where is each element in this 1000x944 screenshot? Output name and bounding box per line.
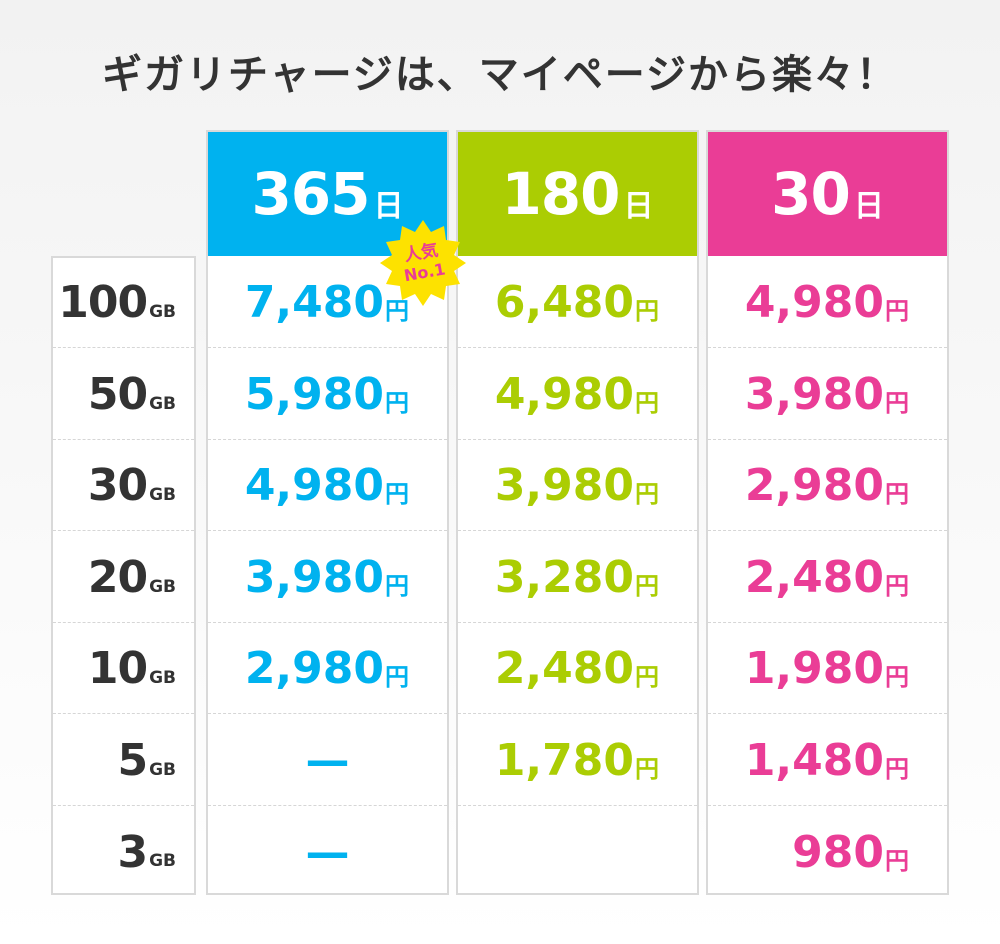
price-row: 3,980 円 [458,441,697,531]
price-row: 1,480 円 [708,716,947,806]
price-value: 4,980 [494,369,634,420]
capacity-unit: GB [149,484,176,505]
capacity-row: 30 GB [53,441,194,531]
yen-unit: 円 [385,297,409,325]
price-value: 4,980 [744,277,884,328]
plan-180-header: 180 日 [458,132,697,256]
yen-unit: 円 [635,297,659,325]
capacity-unit: GB [149,667,176,688]
capacity-unit: GB [149,851,176,871]
plan-30-column: 30 日 4,980 円 3,980 円 2,980 円 2,480 円 1,980 円 1… [706,130,949,895]
price-value: 2,480 [494,643,634,694]
capacity-row: 10 GB [53,624,194,714]
capacity-value: 30 [87,460,148,511]
price-row: 1,780 円 [458,716,697,806]
capacity-value: 5 [117,735,148,786]
popular-price: 7,480 円 [236,277,409,328]
price-value: 2,480 [744,552,884,603]
day-unit: 日 [853,189,884,224]
price-value: 6,480 [494,277,634,328]
yen-unit: 円 [885,663,909,691]
price-row: 2,980 円 [208,624,447,714]
plan-days: 30 [771,160,851,228]
price-row: 1,980 円 [708,624,947,714]
price-row: 2,480 円 [458,624,697,714]
day-unit: 日 [623,189,654,224]
price-row: 3,280 円 [458,533,697,623]
price-value: 3,280 [494,552,634,603]
page-title: ギガリチャージは、マイページから楽々！ [102,52,898,98]
price-value: 1,980 [744,643,884,694]
price-row: 3,980 円 [708,350,947,440]
price-row: 2,980 円 [708,441,947,531]
price-value: 980 [792,826,884,878]
yen-unit: 円 [635,755,659,783]
plan-365-header: 365 日 [208,132,447,256]
price-row: — [208,807,447,897]
yen-unit: 円 [385,663,409,691]
price-value: 5,980 [244,369,384,420]
capacity-unit: GB [149,393,176,414]
yen-unit: 円 [385,572,409,600]
price-row: 4,980 円 [708,258,947,348]
price-value: 7,480 [244,277,384,328]
yen-unit: 円 [885,297,909,325]
price-value: 1,480 [744,735,884,786]
price-value: 2,980 [744,460,884,511]
capacity-unit: GB [149,576,176,597]
price-row: — [208,716,447,806]
plan-days: 365 [251,160,370,228]
yen-unit: 円 [885,755,909,783]
price-value: 3,980 [244,552,384,603]
plan-30-header: 30 日 [708,132,947,256]
price-row: 4,980 円 [208,441,447,531]
capacity-value: 50 [87,369,148,420]
yen-unit: 円 [885,389,909,417]
plan-180-column: 180 日 6,480 円 4,980 円 3,980 円 3,280 円 2,480 円 … [456,130,699,895]
price-row: 3,980 円 [208,533,447,623]
price-value: 2,980 [244,643,384,694]
yen-unit: 円 [385,389,409,417]
unavailable-dash: — [305,735,350,786]
badge-text: 人気 No.1 [371,211,475,315]
price-row: 7,480 円 [208,258,447,348]
capacity-value: 10 [87,643,148,694]
yen-unit: 円 [635,663,659,691]
popular-badge: 人気 No.1 [378,218,468,308]
day-unit: 日 [373,189,404,224]
price-value: 3,980 [494,460,634,511]
yen-unit: 円 [635,572,659,600]
capacity-row: 3 GB [53,807,194,897]
price-value: 4,980 [244,460,384,511]
capacity-unit: GB [149,301,176,322]
price-row: 6,480 円 [458,258,697,348]
plan-days: 180 [501,160,620,228]
price-value: 1,780 [494,735,634,786]
price-value: 3,980 [744,369,884,420]
yen-unit: 円 [885,846,909,875]
starburst-icon [380,220,466,306]
price-row: 980 円 [708,807,947,897]
unavailable-dash: — [305,826,350,878]
capacity-unit: GB [149,759,176,780]
capacity-value: 100 [58,277,148,328]
price-row: 5,980 円 [208,350,447,440]
price-row-empty [458,807,697,897]
capacity-row: 100 GB [53,258,194,348]
capacity-column: 100 GB 50 GB 30 GB 20 GB 10 GB 5 GB 3 GB [51,256,196,895]
yen-unit: 円 [885,572,909,600]
yen-unit: 円 [385,480,409,508]
capacity-row: 5 GB [53,716,194,806]
price-row: 2,480 円 [708,533,947,623]
yen-unit: 円 [635,480,659,508]
price-row: 4,980 円 [458,350,697,440]
capacity-value: 3 [117,826,148,878]
capacity-value: 20 [87,552,148,603]
capacity-row: 20 GB [53,533,194,623]
yen-unit: 円 [885,480,909,508]
yen-unit: 円 [635,389,659,417]
capacity-row: 50 GB [53,350,194,440]
